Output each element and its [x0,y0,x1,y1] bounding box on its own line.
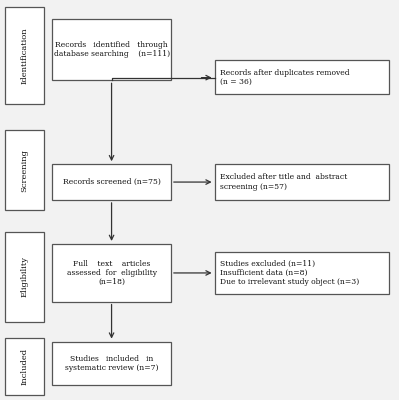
Text: Studies   included   in
systematic review (n=7): Studies included in systematic review (n… [65,355,158,372]
FancyBboxPatch shape [52,244,171,302]
Text: Screening: Screening [20,149,28,192]
FancyBboxPatch shape [5,232,44,322]
FancyBboxPatch shape [52,19,171,80]
FancyBboxPatch shape [215,164,389,200]
Text: Records   identified   through
database searching    (n=111): Records identified through database sear… [53,41,170,58]
FancyBboxPatch shape [52,342,171,385]
FancyBboxPatch shape [215,252,389,294]
Text: Excluded after title and  abstract
screening (n=57): Excluded after title and abstract screen… [221,174,348,191]
Text: Records after duplicates removed
(n = 36): Records after duplicates removed (n = 36… [221,69,350,86]
FancyBboxPatch shape [215,60,389,94]
FancyBboxPatch shape [5,130,44,210]
Text: Identification: Identification [20,27,28,84]
Text: Included: Included [20,348,28,385]
FancyBboxPatch shape [5,338,44,395]
Text: Eligibility: Eligibility [20,256,28,297]
FancyBboxPatch shape [52,164,171,200]
Text: Records screened (n=75): Records screened (n=75) [63,178,160,186]
FancyBboxPatch shape [5,7,44,104]
Text: Studies excluded (n=11)
Insufficient data (n=8)
Due to irrelevant study object (: Studies excluded (n=11) Insufficient dat… [221,260,360,286]
Text: Full    text    articles
assessed  for  eligibility
(n=18): Full text articles assessed for eligibil… [67,260,156,286]
